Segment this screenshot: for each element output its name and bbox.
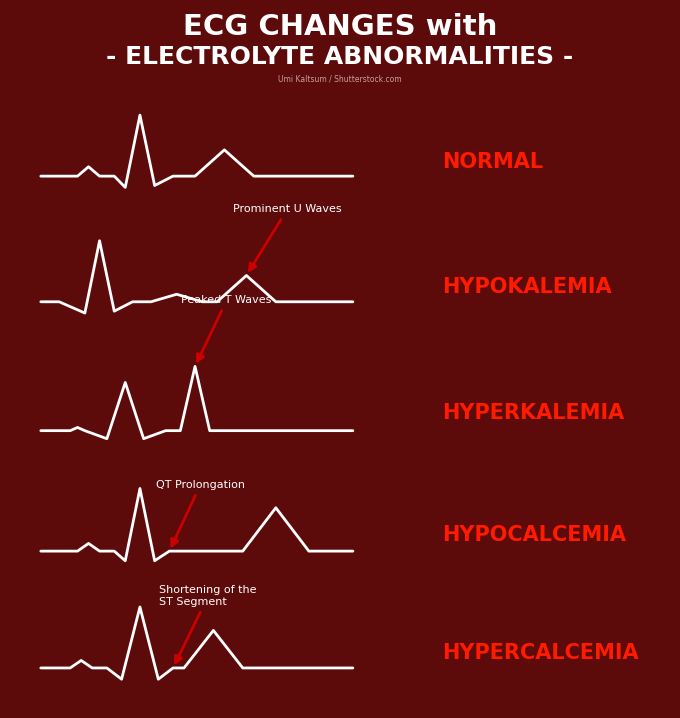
Text: - ELECTROLYTE ABNORMALITIES -: - ELECTROLYTE ABNORMALITIES - (106, 45, 574, 70)
Text: HYPOCALCEMIA: HYPOCALCEMIA (442, 525, 626, 545)
Text: HYPERCALCEMIA: HYPERCALCEMIA (442, 643, 639, 663)
Text: Shortening of the
ST Segment: Shortening of the ST Segment (159, 585, 257, 663)
Text: Prominent U Waves: Prominent U Waves (233, 205, 341, 271)
Text: ECG CHANGES with: ECG CHANGES with (183, 13, 497, 40)
Text: NORMAL: NORMAL (442, 151, 543, 172)
Text: Peaked T Waves: Peaked T Waves (182, 295, 272, 361)
Text: Umi Kaltsum / Shutterstock.com: Umi Kaltsum / Shutterstock.com (278, 75, 402, 83)
Text: HYPERKALEMIA: HYPERKALEMIA (442, 403, 624, 423)
Text: QT Prolongation: QT Prolongation (156, 480, 245, 546)
Text: HYPOKALEMIA: HYPOKALEMIA (442, 277, 611, 297)
